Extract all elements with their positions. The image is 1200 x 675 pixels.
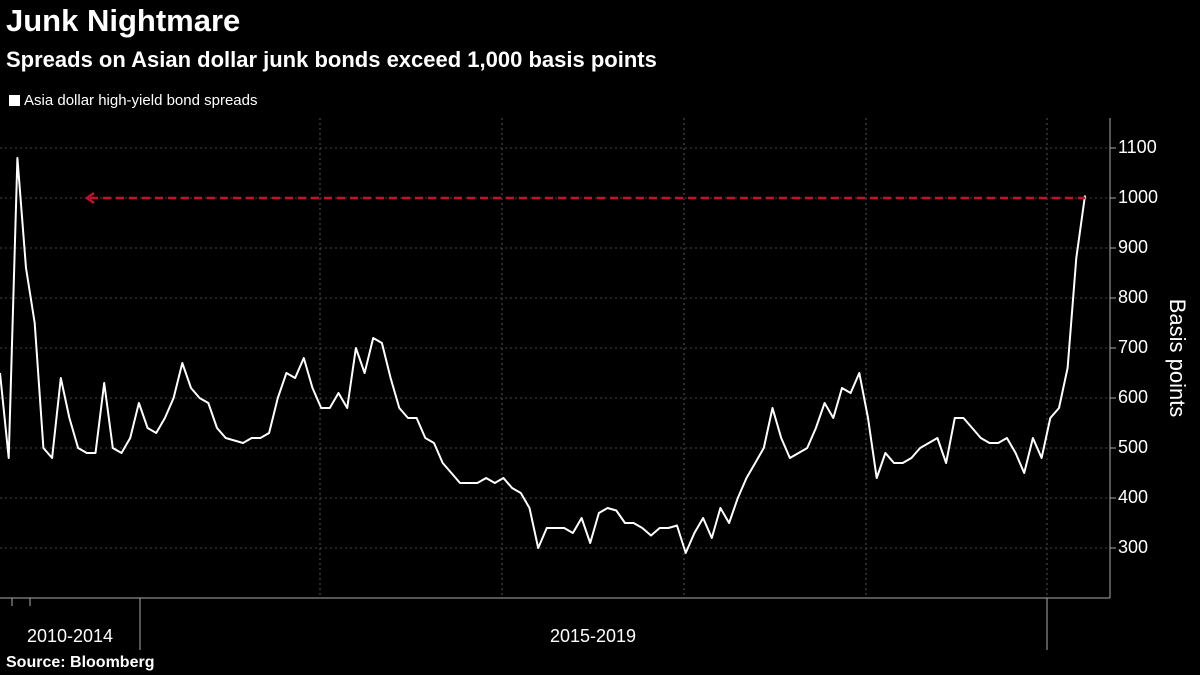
line-series [0,157,1086,554]
y-tick-label: 600 [1118,387,1148,407]
y-tick-label: 800 [1118,287,1148,307]
x-grid [319,118,1048,598]
reference-arrow [84,191,95,205]
y-tick-label: 1000 [1118,187,1158,207]
y-axis-label: Basis points [1165,299,1190,418]
y-tick-label: 500 [1118,437,1148,457]
x-group-label: 2010-2014 [27,626,113,646]
source: Source: Bloomberg [6,654,154,671]
legend-label: Asia dollar high-yield bond spreads [24,92,257,109]
y-tick-label: 300 [1118,537,1148,557]
y-tick-label: 700 [1118,337,1148,357]
x-group-label: 2015-2019 [550,626,636,646]
legend-swatch [9,95,20,106]
y-tick-label: 1100 [1118,137,1157,157]
chart-subtitle: Spreads on Asian dollar junk bonds excee… [6,47,657,72]
y-tick-label: 400 [1118,487,1148,507]
chart-title: Junk Nightmare [6,3,240,38]
y-tick-label: 900 [1118,237,1148,257]
